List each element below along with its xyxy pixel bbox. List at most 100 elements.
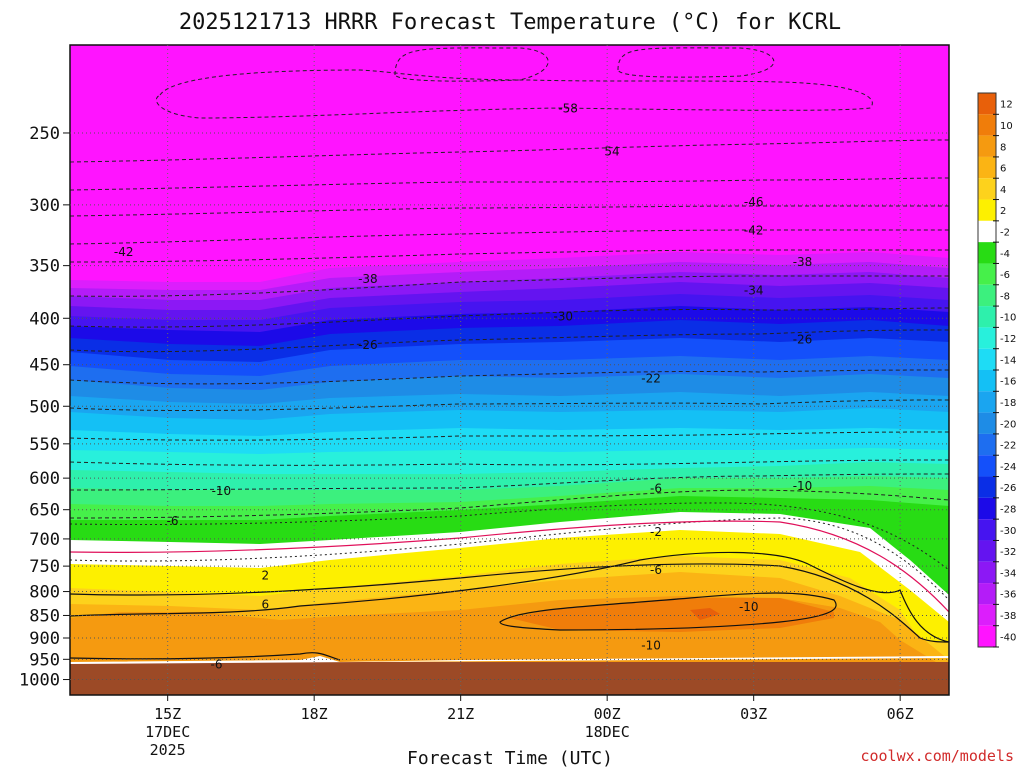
isotherm-label: -58 [558,102,578,116]
colorbar-swatch [978,199,996,221]
band-plus-8-left-blob [70,612,270,652]
y-tick-label-750: 750 [29,557,60,577]
plot-frame [69,44,950,696]
colorbar-label: -18 [1000,398,1016,409]
isotherm-closed-top [155,69,873,119]
colorbar-swatch [978,604,996,626]
colorbar-label: -26 [1000,483,1016,494]
site-credit: coolwx.com/models [860,747,1014,765]
colorbar-label: -10 [1000,313,1016,324]
colorbar-swatch [978,370,996,392]
colorbar: 12 10 8 6 4 2 -2 -4 -6 -8 -10 -12 -14 -16 -18 -20 -22 -24… [977,92,1016,648]
colorbar-swatch [978,519,996,541]
isotherm-closed-top-3 [617,47,775,78]
x-tick-label-18Z: 18Z [301,705,328,723]
y-tick-label-600: 600 [29,469,60,489]
colorbar-swatch [978,263,996,285]
y-tick-label-450: 450 [29,356,60,376]
y-tick-label-1000: 1000 [19,671,60,691]
band-plus-10 [510,598,834,632]
colorbar-label: 2 [1000,206,1006,217]
colorbar-label: -30 [1000,526,1016,537]
isotherm-label: -10 [641,638,661,652]
y-tick-label-950: 950 [29,650,60,670]
isotherm-label: -6 [650,482,662,496]
y-tick-label-550: 550 [29,435,60,455]
colorbar-swatch [978,412,996,434]
y-tick-label-250: 250 [29,124,60,144]
isotherm-label: -34 [744,284,764,298]
isotherm-lines [70,47,949,661]
isotherm-label: -10 [793,479,813,493]
colorbar-label: -36 [1000,590,1016,601]
colorbar-label: -22 [1000,441,1016,452]
band-plus-12 [690,608,720,620]
x-axis-title: Forecast Time (UTC) [407,748,613,768]
colorbar-label: 12 [1000,100,1013,111]
isotherm-label: -30 [553,309,573,323]
colorbar-swatch [978,455,996,477]
isotherm-closed-top-2 [394,47,549,82]
colorbar-label: -28 [1000,505,1016,516]
y-tick-label-500: 500 [29,397,60,417]
isotherm-label: 6 [262,598,270,612]
colorbar-swatch [978,220,996,243]
isotherm-label: -26 [358,338,378,352]
colorbar-swatch [978,93,996,115]
y-axis: 250 300 350 400 450 500 550 600 650 700 750 800 850 9… [19,124,70,691]
colorbar-label: -2 [1000,228,1010,239]
colorbar-label: -16 [1000,377,1016,388]
colorbar-label: 10 [1000,121,1013,132]
isotherm-label: -42 [114,245,134,259]
colorbar-swatch [978,135,996,157]
x-tick-label-15Z: 15Z [154,705,181,723]
isotherm-label: -42 [744,223,764,237]
y-tick-label-350: 350 [29,257,60,277]
x-tick-sublabel: 2025 [150,741,186,759]
colorbar-swatch [978,476,996,498]
isotherm-label: -26 [793,332,813,346]
colorbar-swatch [978,583,996,605]
colorbar-label: -4 [1000,249,1010,260]
colorbar-label: -38 [1000,611,1016,622]
colorbar-label: -8 [1000,291,1010,302]
colorbar-label: -20 [1000,419,1016,430]
isotherm-label: -38 [358,272,378,286]
isotherm-label: -10 [212,484,232,498]
colorbar-label: -6 [1000,270,1010,281]
isotherm-label: -2 [650,525,662,539]
isotherm-label: -6 [211,657,223,671]
colorbar-label: -12 [1000,334,1016,345]
chart-title: 2025121713 HRRR Forecast Temperature (°C… [179,10,841,35]
colorbar-swatch [978,348,996,370]
colorbar-label: -14 [1000,355,1016,366]
y-tick-label-650: 650 [29,501,60,521]
colorbar-swatch [978,284,996,307]
x-tick-label-00Z: 00Z [594,705,621,723]
colorbar-swatch [978,114,996,136]
y-tick-label-850: 850 [29,606,60,626]
y-tick-label-900: 900 [29,629,60,649]
x-tick-label-03Z: 03Z [740,705,767,723]
colorbar-swatch [978,178,996,200]
colorbar-label: 8 [1000,142,1006,153]
temperature-field [70,45,949,695]
colorbar-label: 4 [1000,185,1006,196]
ground-edge [70,656,949,664]
x-tick-sublabel: 17DEC [145,723,190,741]
colorbar-swatch [978,242,996,264]
colorbar-swatch [978,391,996,413]
y-tick-label-300: 300 [29,196,60,216]
grid-lines [70,45,949,695]
colorbar-swatch [978,327,996,349]
isotherm-label: 2 [262,568,270,582]
colorbar-label: -40 [1000,632,1016,643]
colorbar-swatch [978,306,996,328]
colorbar-label: -24 [1000,462,1016,473]
isotherm-label: -6 [650,563,662,577]
colorbar-swatch [978,497,996,520]
colorbar-label: -34 [1000,568,1016,579]
